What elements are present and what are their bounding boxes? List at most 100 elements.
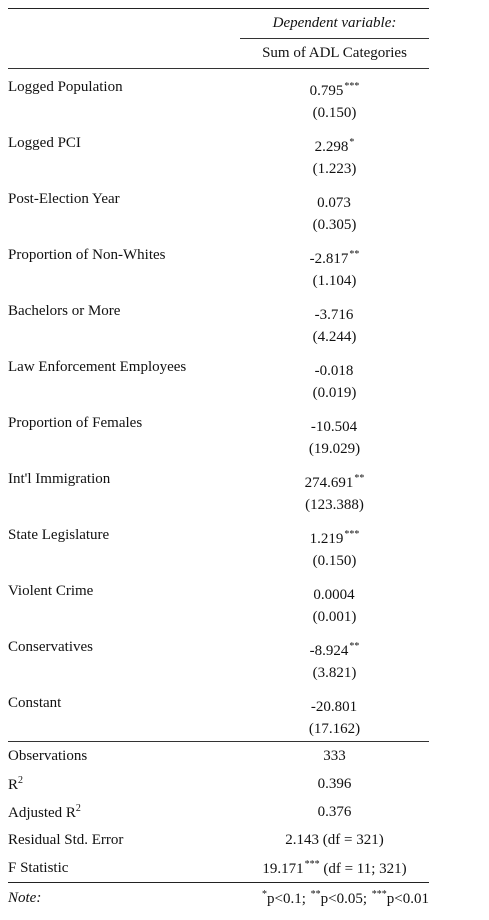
coefficient-estimate-value: 0.0004 <box>313 587 355 603</box>
coefficient-std-error: (0.001) <box>312 609 357 625</box>
coefficient-estimate-value: -0.018 <box>314 363 354 379</box>
coefficient-label: Post-Election Year <box>8 191 120 207</box>
coefficient-label: Logged Population <box>8 79 123 95</box>
coefficient-row: Bachelors or More -3.716 (4.244) <box>8 293 429 349</box>
note-text-3: p<0.01 <box>386 890 429 907</box>
coefficient-row: Int'l Immigration 274.691** (123.388) <box>8 461 429 517</box>
coefficients-body: Logged Population 0.795*** (0.150) Logged P… <box>8 69 429 741</box>
note-star-2: ** <box>310 888 321 900</box>
adj-r2-label-sup: 2 <box>75 802 81 814</box>
coefficient-estimate: 0.073 <box>317 185 352 213</box>
r2-label-text: R <box>8 776 19 793</box>
coefficient-std-error: (1.223) <box>312 161 357 177</box>
coefficient-estimate: 1.219*** <box>310 521 360 549</box>
f-statistic-label: F Statistic <box>8 859 69 876</box>
coefficient-estimate-value: -20.801 <box>310 699 358 715</box>
note-star-3: *** <box>371 888 387 900</box>
stat-row-observations: Observations 333 <box>8 742 429 770</box>
rse-value: 2.143 (df = 321) <box>285 831 384 848</box>
coefficient-label: Violent Crime <box>8 583 94 599</box>
bottom-rule <box>8 882 429 883</box>
coefficient-row: Constant -20.801 (17.162) <box>8 685 429 741</box>
coefficient-row: Proportion of Non-Whites -2.817** (1.104) <box>8 237 429 293</box>
coefficient-values: -2.817** (1.104) <box>240 237 429 293</box>
header-subrule <box>240 38 429 39</box>
coefficient-std-error: (123.388) <box>305 497 364 513</box>
coefficient-values: 0.795*** (0.150) <box>240 69 429 125</box>
f-statistic-number: 19.171 <box>262 860 304 877</box>
coefficient-label: Proportion of Females <box>8 415 143 431</box>
top-rule <box>8 8 429 9</box>
coefficient-estimate-value: -3.716 <box>314 307 354 323</box>
significance-stars: ** <box>354 473 365 484</box>
r2-label-sup: 2 <box>18 774 24 786</box>
coefficient-row: Proportion of Females -10.504 (19.029) <box>8 405 429 461</box>
stat-row-adj-r2: Adjusted R2 0.376 <box>8 798 429 826</box>
coefficient-estimate-value: 0.073 <box>317 195 351 211</box>
coefficient-std-error: (4.244) <box>312 329 357 345</box>
significance-stars: * <box>349 137 355 148</box>
r2-value: 0.396 <box>317 775 352 792</box>
coefficient-row: Violent Crime 0.0004 (0.001) <box>8 573 429 629</box>
observations-value: 333 <box>323 747 346 764</box>
note-row: Note: *p<0.1; **p<0.05; ***p<0.01 <box>8 883 429 913</box>
coefficient-label: Int'l Immigration <box>8 471 111 487</box>
coefficient-std-error: (3.821) <box>312 665 357 681</box>
stats-top-rule <box>8 741 429 742</box>
coefficient-estimate-value: 2.298 <box>314 139 349 155</box>
coefficient-label: Bachelors or More <box>8 303 121 319</box>
coefficient-values: 0.073 (0.305) <box>240 181 429 237</box>
rse-label: Residual Std. Error <box>8 831 124 848</box>
coefficient-estimate: 0.795*** <box>310 73 360 101</box>
significance-stars: ** <box>349 641 360 652</box>
coefficient-label: Law Enforcement Employees <box>8 359 187 375</box>
coefficient-estimate: -10.504 <box>311 409 358 437</box>
significance-stars: ** <box>349 249 360 260</box>
coefficient-estimate: 0.0004 <box>313 577 355 605</box>
coefficient-estimate-value: 0.795 <box>309 83 344 99</box>
coefficient-values: -20.801 (17.162) <box>240 685 429 741</box>
coefficient-estimate: -20.801 <box>311 689 358 717</box>
adj-r2-label-text: Adjusted R <box>8 804 76 821</box>
coefficient-std-error: (0.150) <box>312 553 357 569</box>
coefficient-values: 274.691** (123.388) <box>240 461 429 517</box>
dependent-variable-name: Sum of ADL Categories <box>262 45 407 61</box>
coefficient-std-error: (17.162) <box>308 721 361 737</box>
coefficient-label: Constant <box>8 695 62 711</box>
coefficient-values: -3.716 (4.244) <box>240 293 429 349</box>
coefficient-estimate-value: -8.924 <box>309 643 349 659</box>
coefficient-values: -8.924** (3.821) <box>240 629 429 685</box>
coefficient-values: -0.018 (0.019) <box>240 349 429 405</box>
observations-label: Observations <box>8 747 88 764</box>
coefficient-estimate-value: 1.219 <box>309 531 344 547</box>
header-bottom-rule <box>8 68 429 69</box>
significance-stars: *** <box>344 529 360 540</box>
adj-r2-value: 0.376 <box>317 803 352 820</box>
coefficient-label: Logged PCI <box>8 135 81 151</box>
coefficient-std-error: (1.104) <box>312 273 357 289</box>
coefficient-estimate: 2.298* <box>315 129 355 157</box>
f-statistic-value: 19.171*** (df = 11; 321) <box>240 859 429 878</box>
header-row-dependent-variable: Dependent variable: <box>8 9 429 38</box>
coefficient-values: 1.219*** (0.150) <box>240 517 429 573</box>
coefficient-estimate: -8.924** <box>310 633 360 661</box>
significance-stars: *** <box>344 81 360 92</box>
note-label: Note: <box>8 889 42 906</box>
coefficient-estimate: -3.716 <box>315 297 355 325</box>
coefficient-std-error: (0.150) <box>312 105 357 121</box>
coefficient-estimate: -2.817** <box>310 241 360 269</box>
regression-table: Dependent variable: Sum of ADL Categorie… <box>8 8 429 913</box>
stat-row-rse: Residual Std. Error 2.143 (df = 321) <box>8 826 429 854</box>
coefficient-std-error: (0.019) <box>312 385 357 401</box>
coefficient-std-error: (0.305) <box>312 217 357 233</box>
f-statistic-df: (df = 11; 321) <box>319 860 407 877</box>
coefficient-row: Logged PCI 2.298* (1.223) <box>8 125 429 181</box>
note-text-1: p<0.1; <box>267 890 310 907</box>
adj-r2-label: Adjusted R2 <box>8 803 240 822</box>
dependent-variable-label: Dependent variable: <box>272 15 397 31</box>
coefficient-estimate-value: -10.504 <box>310 419 358 435</box>
coefficient-label: Proportion of Non-Whites <box>8 247 166 263</box>
note-text-2: p<0.05; <box>320 890 371 907</box>
coefficient-values: 2.298* (1.223) <box>240 125 429 181</box>
stat-row-r2: R2 0.396 <box>8 770 429 798</box>
